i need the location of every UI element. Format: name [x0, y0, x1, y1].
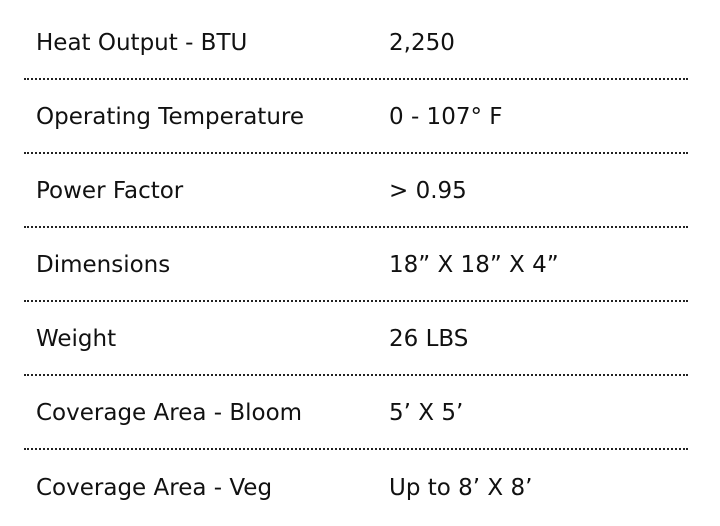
spec-row-coverage-veg: Coverage Area - Veg Up to 8’ X 8’	[24, 452, 688, 524]
spec-label: Power Factor	[36, 178, 184, 204]
spec-row-heat-output: Heat Output - BTU 2,250	[24, 8, 688, 80]
spec-table: Heat Output - BTU 2,250 Operating Temper…	[24, 8, 688, 526]
spec-row-coverage-bloom: Coverage Area - Bloom 5’ X 5’	[24, 378, 688, 450]
spec-value: 2,250	[389, 30, 455, 56]
spec-row-power-factor: Power Factor > 0.95	[24, 156, 688, 228]
spec-value: 18” X 18” X 4”	[389, 252, 559, 278]
spec-value: 26 LBS	[389, 326, 469, 352]
spec-row-weight: Weight 26 LBS	[24, 304, 688, 376]
spec-label: Coverage Area - Veg	[36, 475, 273, 501]
spec-value: > 0.95	[389, 178, 467, 204]
spec-row-operating-temperature: Operating Temperature 0 - 107° F	[24, 82, 688, 154]
spec-label: Coverage Area - Bloom	[36, 400, 303, 426]
spec-value: 0 - 107° F	[389, 104, 503, 130]
spec-value: Up to 8’ X 8’	[389, 475, 533, 501]
spec-value: 5’ X 5’	[389, 400, 464, 426]
spec-label: Operating Temperature	[36, 104, 304, 130]
spec-label: Dimensions	[36, 252, 171, 278]
spec-label: Weight	[36, 326, 117, 352]
spec-row-dimensions: Dimensions 18” X 18” X 4”	[24, 230, 688, 302]
spec-label: Heat Output - BTU	[36, 30, 248, 56]
